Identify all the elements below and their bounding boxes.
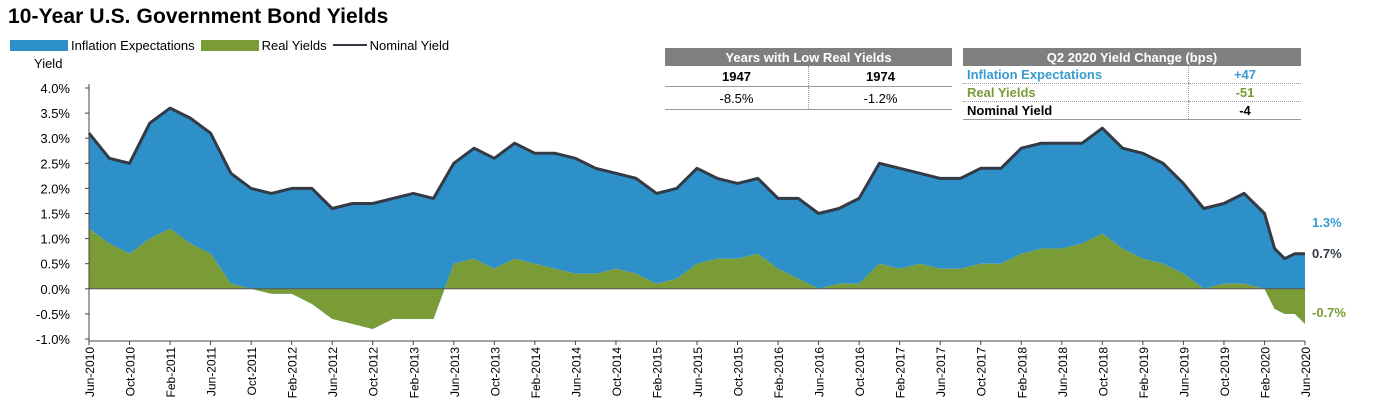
- y-tick-label: -1.0%: [36, 332, 70, 347]
- nominal-yield-line: [87, 106, 1305, 261]
- x-tick-label: Oct-2017: [975, 347, 989, 397]
- x-tick-label: Feb-2015: [651, 347, 665, 399]
- x-tick-label: Oct-2012: [367, 347, 381, 397]
- low-real-yields-table: Years with Low Real Yields 1947 1974 -8.…: [665, 48, 952, 110]
- inflation-expectations-area: [89, 108, 1305, 329]
- low-real-year-2: 1974: [808, 66, 952, 87]
- legend-label-real: Real Yields: [261, 37, 327, 53]
- y-tick-label: 3.5%: [40, 106, 70, 121]
- y-tick-label: 0.0%: [40, 282, 70, 297]
- q2-value-nominal: -4: [1188, 101, 1301, 120]
- x-tick-label: Oct-2014: [610, 347, 624, 397]
- q2-label-inflation: Inflation Expectations: [963, 66, 1189, 84]
- legend-item-inflation: Inflation Expectations: [10, 38, 195, 53]
- x-tick-label: Feb-2013: [407, 347, 421, 399]
- x-tick-label: Feb-2012: [286, 347, 300, 399]
- y-tick-label: 0.5%: [40, 257, 70, 272]
- legend-item-real: Real Yields: [200, 37, 327, 53]
- y-tick-label: 2.5%: [40, 156, 70, 171]
- x-tick-label: Feb-2018: [1015, 347, 1029, 399]
- real-yields-area: [89, 228, 1305, 329]
- x-tick-label: Feb-2019: [1137, 347, 1151, 399]
- legend-label-inflation: Inflation Expectations: [71, 37, 195, 53]
- x-tick-label: Feb-2017: [894, 347, 908, 399]
- q2-yield-change-header: Q2 2020 Yield Change (bps): [963, 48, 1301, 66]
- x-tick-label: Jun-2019: [1177, 347, 1191, 397]
- x-tick-label: Oct-2013: [488, 347, 502, 397]
- low-real-yields-header: Years with Low Real Yields: [665, 48, 952, 66]
- low-real-value-1: -8.5%: [665, 86, 809, 110]
- x-tick-label: Jun-2012: [326, 347, 340, 397]
- legend-item-nominal: Nominal Yield: [332, 37, 450, 53]
- legend-swatch-real: [200, 39, 259, 51]
- y-tick-label: 1.0%: [40, 232, 70, 247]
- x-tick-label: Oct-2011: [245, 347, 259, 396]
- end-label-nominal: 0.7%: [1312, 246, 1342, 261]
- q2-value-real: -51: [1188, 83, 1301, 102]
- x-tick-label: Oct-2010: [124, 347, 138, 397]
- x-tick-label: Feb-2014: [529, 347, 543, 399]
- q2-label-nominal: Nominal Yield: [963, 101, 1189, 120]
- chart-title: 10-Year U.S. Government Bond Yields: [8, 5, 389, 28]
- x-tick-label: Jun-2020: [1299, 347, 1313, 397]
- end-label-inflation: 1.3%: [1312, 215, 1342, 230]
- low-real-year-1: 1947: [665, 66, 809, 87]
- x-tick-label: Oct-2015: [732, 347, 746, 397]
- legend: Inflation Expectations Real Yields Nomin…: [10, 37, 455, 53]
- y-axis-title: Yield: [34, 56, 63, 71]
- y-tick-label: 2.0%: [40, 181, 70, 196]
- x-tick-label: Feb-2016: [772, 347, 786, 399]
- legend-label-nominal: Nominal Yield: [369, 37, 450, 53]
- x-tick-label: Oct-2018: [1096, 347, 1110, 397]
- x-tick-label: Jun-2010: [83, 347, 97, 397]
- low-real-value-2: -1.2%: [808, 86, 952, 110]
- q2-value-inflation: +47: [1188, 66, 1301, 84]
- q2-yield-change-table: Q2 2020 Yield Change (bps) Inflation Exp…: [963, 48, 1301, 120]
- x-tick-label: Feb-2020: [1259, 347, 1273, 399]
- x-tick-label: Jun-2013: [448, 347, 462, 397]
- q2-row-real: Real Yields -51: [963, 83, 1301, 102]
- x-tick-label: Oct-2016: [853, 347, 867, 397]
- x-tick-label: Oct-2019: [1218, 347, 1232, 397]
- legend-swatch-inflation: [10, 39, 68, 51]
- x-tick-label: Jun-2018: [1056, 347, 1070, 397]
- y-tick-label: 4.0%: [40, 81, 70, 96]
- y-tick-label: -0.5%: [36, 307, 70, 322]
- x-tick-label: Jun-2015: [691, 347, 705, 397]
- q2-row-nominal: Nominal Yield -4: [963, 101, 1301, 120]
- x-tick-label: Jun-2017: [934, 347, 948, 397]
- x-tick-label: Jun-2014: [569, 347, 583, 397]
- x-tick-label: Feb-2011: [164, 347, 178, 398]
- end-label-real: -0.7%: [1312, 305, 1346, 320]
- legend-swatch-nominal: [332, 44, 367, 46]
- y-tick-label: 1.5%: [40, 207, 70, 222]
- q2-label-real: Real Yields: [963, 83, 1189, 102]
- q2-row-inflation: Inflation Expectations +47: [963, 66, 1301, 84]
- y-tick-label: 3.0%: [40, 131, 70, 146]
- x-tick-label: Jun-2016: [813, 347, 827, 397]
- x-tick-label: Jun-2011: [205, 347, 219, 396]
